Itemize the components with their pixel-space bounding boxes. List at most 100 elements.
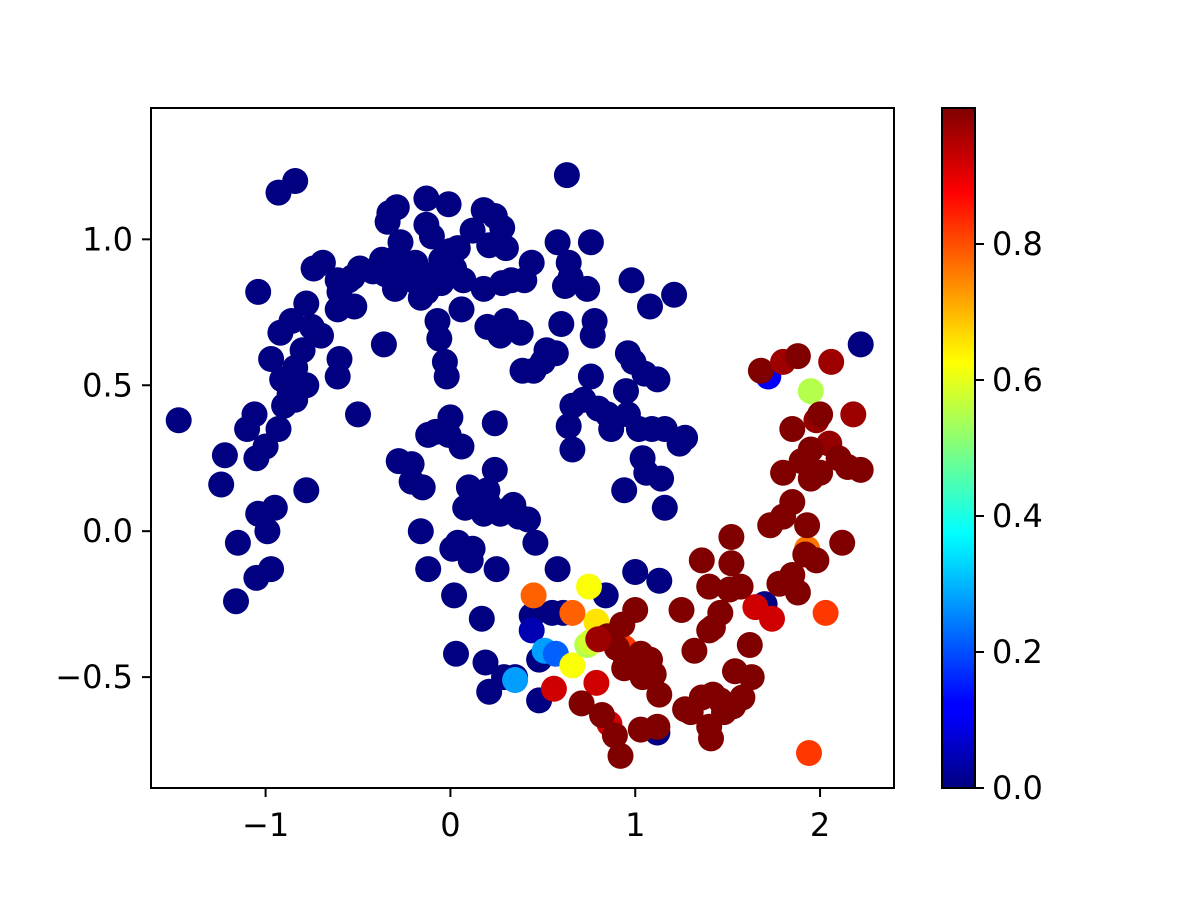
data-point: [428, 270, 455, 297]
data-point: [522, 529, 549, 556]
data-point: [265, 416, 292, 442]
data-point: [481, 410, 508, 437]
data-point: [293, 290, 320, 317]
data-point: [518, 617, 545, 644]
data-point: [829, 529, 856, 556]
data-point: [474, 477, 501, 504]
data-point: [413, 185, 440, 212]
data-point: [553, 162, 580, 189]
data-point: [492, 235, 519, 262]
colorbar-frame: [941, 107, 976, 789]
data-point: [611, 655, 638, 682]
data-point: [555, 413, 582, 440]
y-tick-label: 1.0: [82, 220, 133, 258]
data-point: [727, 573, 754, 600]
data-point: [646, 567, 673, 594]
data-point: [559, 436, 586, 463]
data-point: [542, 340, 569, 367]
y-tick-label: −0.5: [55, 658, 133, 696]
data-point: [548, 311, 575, 337]
data-point: [688, 547, 715, 574]
data-point: [308, 322, 334, 349]
data-point: [796, 740, 822, 766]
data-point: [518, 249, 545, 276]
data-point: [601, 722, 628, 749]
data-point: [409, 474, 436, 501]
data-point: [696, 573, 723, 600]
x-axis: −1 0 1 2: [242, 788, 830, 844]
data-point: [696, 617, 723, 644]
data-point: [759, 605, 785, 632]
data-point: [520, 582, 547, 609]
data-point: [585, 626, 612, 653]
colorbar-axis: 0.0 0.2 0.4 0.6 0.8: [975, 225, 1043, 807]
data-point: [598, 416, 625, 442]
data-point: [559, 652, 586, 679]
data-point: [651, 494, 678, 521]
data-point: [794, 512, 821, 539]
data-point: [576, 573, 602, 600]
data-point: [607, 742, 634, 769]
data-point: [278, 308, 305, 334]
data-point: [165, 407, 192, 434]
data-point: [847, 331, 874, 358]
data-point: [223, 588, 249, 615]
data-point: [757, 512, 784, 539]
data-point: [245, 278, 272, 305]
data-point: [568, 690, 595, 717]
data-point: [637, 293, 663, 320]
data-point: [441, 582, 468, 609]
colorbar-tick-label: 0.2: [992, 633, 1043, 671]
data-point: [718, 524, 745, 550]
data-point: [668, 597, 695, 623]
colorbar-tick-label: 0.0: [992, 769, 1043, 807]
colorbar: [942, 108, 975, 788]
data-point: [211, 442, 238, 469]
data-point: [840, 401, 867, 428]
data-point: [448, 433, 475, 460]
data-point: [792, 541, 819, 568]
data-point: [770, 459, 797, 486]
data-point: [261, 494, 288, 521]
x-tick-label: 2: [810, 806, 830, 844]
data-point: [407, 518, 434, 545]
data-point: [376, 200, 403, 227]
data-point: [812, 599, 839, 626]
data-point: [208, 471, 235, 498]
data-point: [515, 506, 541, 533]
data-point: [359, 258, 386, 285]
data-point: [415, 556, 442, 583]
data-point: [648, 465, 675, 492]
data-point: [818, 348, 845, 375]
data-point: [784, 579, 811, 606]
data-point: [483, 556, 510, 583]
data-point: [489, 214, 516, 241]
data-point: [309, 249, 336, 276]
data-point: [435, 191, 462, 218]
x-tick-label: 0: [440, 806, 460, 844]
data-point: [589, 702, 615, 728]
scatter-points: [165, 162, 874, 769]
data-point: [807, 459, 834, 486]
data-point: [370, 331, 397, 358]
data-point: [345, 401, 371, 428]
data-point: [507, 319, 534, 346]
colorbar-tick-label: 0.8: [992, 225, 1043, 263]
data-point: [426, 325, 453, 352]
data-point: [646, 681, 673, 708]
data-point: [282, 168, 309, 194]
colorbar-tick-label: 0.4: [992, 497, 1043, 535]
data-point: [443, 640, 469, 667]
data-point: [481, 456, 508, 483]
data-point: [729, 684, 756, 711]
data-point: [583, 669, 610, 696]
data-point: [718, 550, 745, 577]
data-point: [736, 632, 763, 658]
data-point: [224, 529, 251, 556]
data-point: [452, 494, 479, 521]
data-point: [698, 725, 724, 752]
data-point: [468, 605, 495, 632]
data-point: [559, 599, 586, 626]
data-point: [433, 363, 460, 390]
data-point: [472, 649, 499, 676]
